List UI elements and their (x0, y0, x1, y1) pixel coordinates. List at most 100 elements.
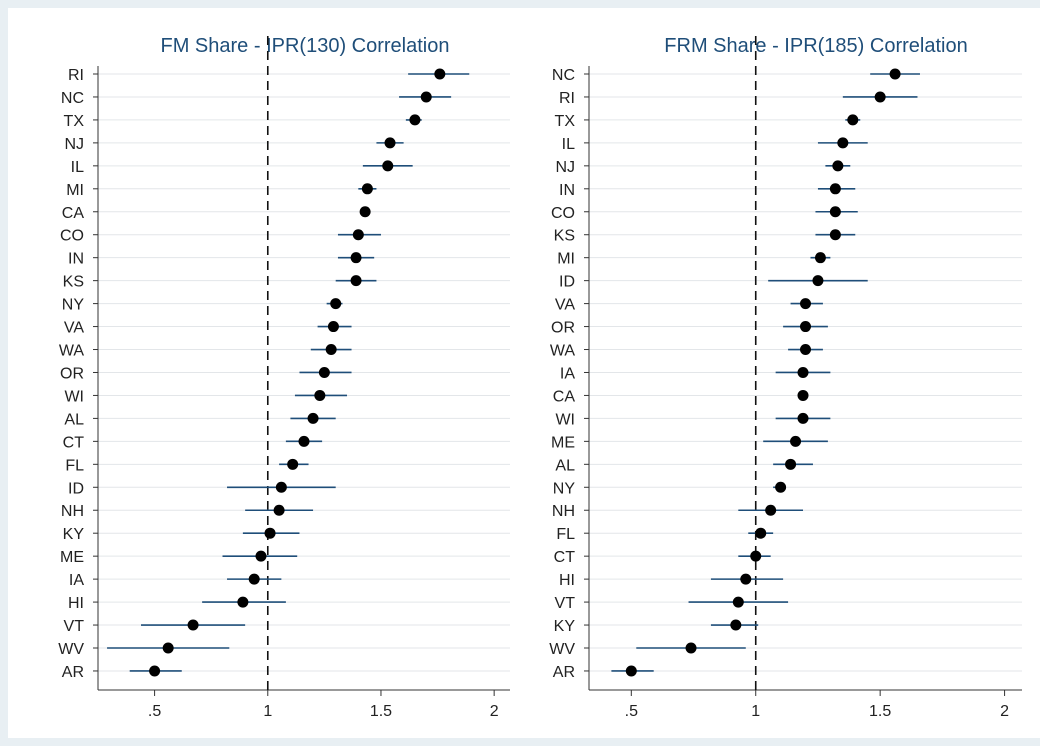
category-label: NH (552, 503, 575, 520)
category-label: NJ (64, 136, 84, 153)
data-point (750, 550, 762, 562)
category-label: WA (550, 343, 576, 360)
category-label: CA (62, 205, 85, 222)
data-point (248, 573, 260, 585)
category-label: MI (66, 182, 84, 199)
category-label: FL (556, 526, 575, 543)
data-point (350, 252, 362, 264)
data-point (255, 550, 267, 562)
figure-frame: FM Share - IPR(130) Correlation .5 1 1.5 2 R… (8, 8, 1040, 738)
category-label: ID (559, 274, 575, 291)
x-tick-label: 1 (751, 703, 760, 720)
category-label: NC (552, 67, 575, 84)
category-label: CA (553, 388, 576, 405)
category-label: TX (64, 113, 85, 130)
data-point (318, 366, 330, 378)
data-point (797, 412, 809, 424)
data-point (314, 389, 326, 401)
category-label: IL (562, 136, 575, 153)
category-label: VA (555, 297, 575, 314)
data-point (352, 229, 364, 241)
data-point (409, 114, 421, 126)
data-point (790, 435, 802, 447)
data-point (273, 504, 285, 516)
category-label: HI (559, 572, 575, 589)
x-tick-label: 1.5 (370, 703, 392, 720)
category-label: IA (560, 365, 575, 382)
category-label: NC (61, 90, 84, 107)
category-label: ME (60, 549, 84, 566)
data-point (298, 435, 310, 447)
category-label: NY (553, 480, 576, 497)
data-point (829, 183, 841, 195)
chart-figure: FM Share - IPR(130) Correlation .5 1 1.5 2R… (58, 35, 1022, 720)
category-label: OR (60, 365, 84, 382)
category-label: WV (549, 641, 575, 658)
data-point (812, 275, 824, 287)
data-point (384, 137, 396, 149)
category-label: ID (68, 480, 84, 497)
data-point (237, 596, 249, 608)
category-label: ME (551, 434, 575, 451)
data-point (814, 252, 826, 264)
data-point (187, 619, 199, 631)
data-point (832, 160, 844, 172)
data-point (275, 481, 287, 493)
category-label: IL (71, 159, 84, 176)
data-point (361, 183, 373, 195)
category-label: NH (61, 503, 84, 520)
data-point (264, 527, 276, 539)
category-label: MI (557, 251, 575, 268)
data-point (800, 298, 811, 310)
x-tick-label: .5 (625, 703, 638, 720)
data-point (829, 206, 841, 218)
category-label: HI (68, 595, 84, 612)
chart-panel-right: FRM Share - IPR(185) Correlation .5 1 1.5 2… (549, 35, 1022, 720)
category-label: VT (555, 595, 576, 612)
data-point (327, 321, 339, 333)
data-point (287, 458, 299, 470)
data-point (325, 344, 337, 356)
category-label: AL (555, 457, 575, 474)
x-tick-label: .5 (148, 703, 161, 720)
category-label: IN (559, 182, 575, 199)
chart-title: FRM Share - IPR(185) Correlation (664, 35, 967, 57)
data-point (307, 412, 319, 424)
category-label: AL (64, 411, 84, 428)
category-label: TX (555, 113, 576, 130)
data-point (732, 596, 744, 608)
data-point (382, 160, 394, 172)
data-point (797, 389, 809, 401)
chart-panel-left: FM Share - IPR(130) Correlation .5 1 1.5 2 R… (58, 35, 510, 720)
category-label: CT (63, 434, 85, 451)
category-label: CO (551, 205, 575, 222)
category-label: IN (68, 251, 84, 268)
data-point (829, 229, 841, 241)
data-point (350, 275, 362, 287)
category-label: AR (553, 664, 575, 681)
category-label: AR (62, 664, 84, 681)
category-label: CT (554, 549, 576, 566)
data-point (162, 642, 174, 654)
data-point (434, 68, 446, 80)
data-point (359, 206, 371, 218)
category-label: OR (551, 320, 575, 337)
data-point (847, 114, 859, 126)
category-label: KY (63, 526, 85, 543)
data-point (685, 642, 697, 654)
data-point (800, 321, 811, 333)
x-tick-label: 1 (263, 703, 272, 720)
category-label: WA (59, 343, 85, 360)
category-label: VT (64, 618, 85, 635)
data-point (730, 619, 742, 631)
data-point (837, 137, 849, 149)
data-point (797, 366, 809, 378)
x-tick-label: 2 (490, 703, 499, 720)
data-point (765, 504, 777, 516)
category-label: RI (68, 67, 84, 84)
category-label: WI (555, 411, 575, 428)
x-tick-label: 1.5 (869, 703, 891, 720)
x-tick-label: 2 (1000, 703, 1009, 720)
data-point (775, 481, 787, 493)
category-label: KY (554, 618, 576, 635)
